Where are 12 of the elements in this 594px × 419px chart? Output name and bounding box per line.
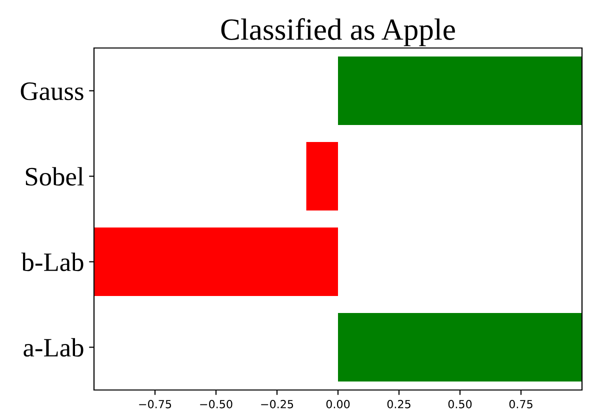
x-tick-label: −0.50	[200, 400, 232, 408]
chart-title: Classified as Apple	[221, 18, 455, 46]
x-tick-label: 0.50	[448, 400, 472, 408]
y-tick-label: b-Lab	[21, 252, 84, 272]
x-tick-label: 0.00	[326, 400, 350, 408]
x-tick-label: −0.25	[261, 400, 294, 408]
x-tick-label: 0.75	[509, 400, 532, 408]
x-tick-label: 0.25	[387, 400, 410, 408]
y-tick-label: Gauss	[20, 82, 84, 100]
x-tick-label: −0.75	[139, 400, 172, 408]
y-tick-label: a-Lab	[24, 338, 84, 357]
y-tick-label: Sobel	[26, 167, 84, 186]
